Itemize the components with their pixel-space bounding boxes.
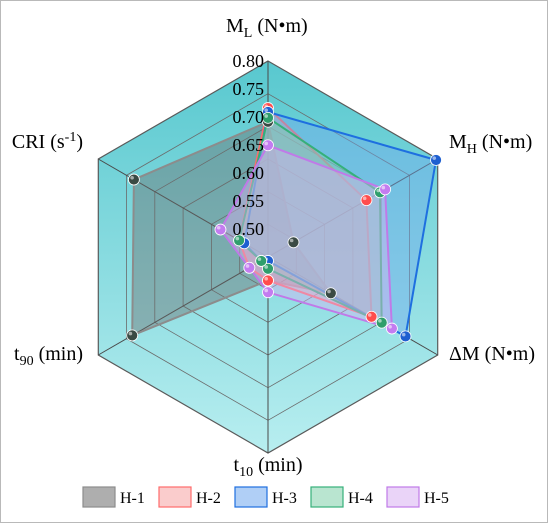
data-point	[365, 310, 378, 323]
data-point-highlight	[367, 313, 372, 317]
data-point	[255, 255, 268, 267]
tick-label: 0.55	[233, 191, 265, 211]
data-point-highlight	[378, 319, 382, 323]
data-point-highlight	[432, 156, 437, 160]
axis-label-cri: CRI (s-1)	[12, 130, 83, 153]
data-point-highlight	[289, 238, 294, 243]
legend-swatch	[386, 486, 420, 508]
radar-points	[126, 102, 442, 343]
ml-tick-labels: 0.80 0.75 0.70 0.65 0.60 0.55 0.50	[233, 51, 265, 239]
data-point	[262, 274, 274, 287]
data-point-highlight	[401, 332, 406, 337]
tick-label: 0.50	[233, 219, 265, 239]
data-point-highlight	[264, 141, 269, 146]
tick-label: 0.75	[233, 79, 265, 99]
tick-label: 0.65	[233, 135, 265, 155]
legend-swatch	[158, 486, 192, 508]
tick-label: 0.80	[233, 51, 265, 71]
legend-swatch	[82, 486, 116, 508]
tick-label: 0.70	[233, 107, 265, 127]
legend-swatch	[234, 486, 268, 508]
data-point-highlight	[264, 108, 269, 112]
data-point	[287, 236, 300, 249]
data-point	[262, 139, 274, 152]
data-point	[375, 316, 388, 329]
axis-spoke	[98, 256, 269, 356]
data-point-highlight	[264, 288, 269, 293]
legend-label: H-1	[120, 490, 145, 507]
data-point	[360, 194, 373, 207]
axis-labels: ML (N•m) MH (N•m) ΔM (N•m) t10 (min) t90 (mi…	[12, 15, 535, 480]
data-point-highlight	[257, 257, 262, 261]
data-point	[243, 261, 256, 274]
legend: H-1 H-2 H-3 H-4 H-5	[82, 486, 449, 508]
data-point	[128, 173, 140, 186]
axis-label-dm: ΔM (N•m)	[449, 343, 535, 365]
data-point-highlight	[388, 324, 392, 329]
legend-label: H-3	[272, 490, 297, 507]
tick-label: 0.60	[233, 163, 265, 183]
data-point	[430, 154, 442, 166]
data-point	[262, 111, 274, 124]
data-point-highlight	[376, 188, 381, 193]
axis-label-t10: t10 (min)	[234, 454, 303, 480]
data-point-highlight	[128, 331, 133, 336]
data-point	[379, 183, 392, 196]
data-point-highlight	[264, 265, 269, 269]
legend-label: H-5	[424, 490, 449, 507]
data-point	[399, 330, 412, 343]
data-point-highlight	[264, 276, 269, 281]
data-point	[324, 287, 337, 300]
data-point-highlight	[327, 289, 331, 294]
axis-label-ml: ML (N•m)	[226, 15, 308, 41]
data-point-highlight	[381, 185, 386, 190]
data-point-highlight	[216, 225, 221, 230]
data-point-highlight	[362, 196, 367, 201]
axis-label-mh: MH (N•m)	[449, 131, 532, 157]
legend-label: H-2	[196, 490, 221, 507]
data-point-highlight	[264, 114, 269, 118]
data-point-highlight	[235, 236, 240, 241]
data-point-highlight	[130, 175, 134, 180]
data-point	[214, 223, 227, 236]
legend-label: H-4	[348, 490, 373, 507]
data-point	[262, 286, 274, 299]
legend-swatch	[310, 486, 344, 508]
data-point	[386, 322, 398, 335]
data-point	[126, 329, 139, 342]
data-point-highlight	[245, 264, 250, 268]
axis-label-t90: t90 (min)	[14, 343, 83, 369]
